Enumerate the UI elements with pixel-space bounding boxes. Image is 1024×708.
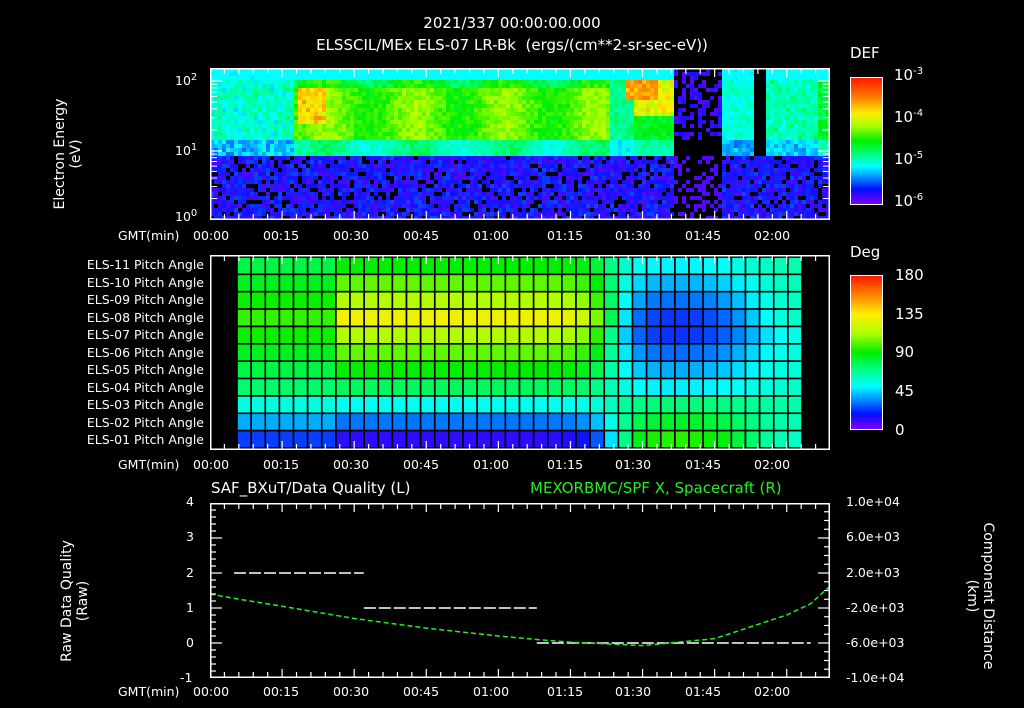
- time-tick: 00:30: [333, 228, 370, 243]
- time-axis-label: GMT(min): [118, 228, 180, 243]
- row-label: ELS-01 Pitch Angle: [86, 432, 204, 447]
- row-label: ELS-11 Pitch Angle: [86, 257, 204, 272]
- time-axis-2: GMT(min) 00:00 00:15 00:30 00:45 01:00 0…: [0, 457, 1024, 473]
- left-axis-title: Raw Data Quality: [59, 540, 75, 662]
- time-tick: 00:15: [263, 457, 300, 472]
- row-label: ELS-05 Pitch Angle: [86, 362, 204, 377]
- def-tick-1e-3: 10-3: [894, 66, 924, 84]
- row-label: ELS-04 Pitch Angle: [86, 379, 204, 395]
- right-ytick: 2.0e+03: [846, 565, 900, 580]
- time-tick: 00:15: [263, 228, 300, 243]
- time-tick: 01:15: [547, 457, 584, 472]
- time-tick: 01:15: [547, 228, 584, 243]
- time-tick: 00:45: [403, 228, 440, 243]
- row-label: ELS-07 Pitch Angle: [86, 327, 204, 342]
- left-ytick: 2: [186, 565, 194, 580]
- time-axis-1: GMT(min) 00:00 00:15 00:30 00:45 01:00 0…: [0, 228, 1024, 244]
- plot-subtitle: ELSSCIL/MEx ELS-07 LR-Bk (ergs/(cm**2-sr…: [316, 36, 708, 54]
- right-ytick: 6.0e+03: [846, 529, 900, 544]
- deg-colorbar-title: Deg: [850, 243, 881, 261]
- def-tick-1e-5: 10-5: [894, 150, 924, 168]
- left-ytick: -1: [180, 670, 193, 685]
- time-tick: 01:45: [685, 457, 722, 472]
- line-plot: [210, 503, 830, 678]
- time-tick: 00:45: [403, 684, 440, 699]
- right-ytick: -1.0e+04: [846, 670, 905, 685]
- deg-colorbar: [850, 275, 883, 430]
- row-label: ELS-08 Pitch Angle: [86, 309, 204, 325]
- left-series-title: SAF_BXuT/Data Quality (L): [211, 479, 411, 497]
- left-ytick: 4: [186, 494, 194, 509]
- deg-tick: 135: [895, 305, 924, 323]
- energy-axis-title: Electron Energy: [52, 98, 68, 210]
- right-ytick: -6.0e+03: [846, 635, 905, 650]
- energy-spectrogram: [210, 68, 830, 220]
- time-tick: 01:45: [685, 228, 722, 243]
- time-tick: 01:30: [615, 684, 652, 699]
- left-ytick: 3: [186, 529, 194, 544]
- right-ytick: -2.0e+03: [846, 600, 905, 615]
- pitch-angle-heatmap: [210, 255, 830, 450]
- def-colorbar-title: DEF: [850, 44, 880, 62]
- left-axis-unit: (Raw): [75, 580, 91, 622]
- time-axis-label: GMT(min): [118, 457, 180, 472]
- right-ytick: 1.0e+04: [846, 494, 900, 509]
- pitch-angle-row-labels: ELS-11 Pitch Angle ELS-10 Pitch Angle EL…: [40, 257, 204, 450]
- energy-axis-label: Electron Energy (eV): [52, 84, 84, 224]
- left-ytick: 1: [186, 600, 194, 615]
- right-series-title: MEXORBMC/SPF X, Spacecraft (R): [530, 479, 782, 497]
- row-label: ELS-03 Pitch Angle: [86, 397, 204, 412]
- right-axis-unit: (km): [964, 579, 980, 613]
- time-tick: 01:00: [473, 457, 510, 472]
- plot-time-title: 2021/337 00:00:00.000: [423, 14, 601, 32]
- time-axis-label: GMT(min): [118, 684, 180, 699]
- time-tick: 00:00: [193, 684, 230, 699]
- def-tick-1e-6: 10-6: [894, 192, 924, 210]
- time-tick: 01:30: [615, 228, 652, 243]
- time-tick: 02:00: [754, 684, 791, 699]
- row-label: ELS-09 Pitch Angle: [86, 292, 204, 307]
- time-axis-3: GMT(min) 00:00 00:15 00:30 00:45 01:00 0…: [0, 684, 1024, 700]
- time-tick: 01:30: [615, 457, 652, 472]
- left-axis-label: Raw Data Quality (Raw): [59, 531, 91, 671]
- def-tick-1e-4: 10-4: [894, 108, 924, 126]
- row-label: ELS-06 Pitch Angle: [86, 344, 204, 360]
- time-tick: 00:00: [193, 457, 230, 472]
- time-tick: 02:00: [754, 228, 791, 243]
- deg-tick: 90: [895, 343, 915, 361]
- ytick-10e1: 101: [175, 142, 198, 159]
- time-tick: 00:45: [403, 457, 440, 472]
- time-tick: 00:30: [333, 684, 370, 699]
- time-tick: 00:00: [193, 228, 230, 243]
- row-label: ELS-02 Pitch Angle: [86, 414, 204, 430]
- deg-tick: 0: [895, 421, 905, 439]
- time-tick: 00:30: [333, 457, 370, 472]
- def-colorbar: [850, 77, 883, 205]
- right-axis-label: Component Distance (km): [964, 516, 996, 676]
- deg-tick: 45: [895, 382, 915, 400]
- deg-tick: 180: [895, 266, 924, 284]
- time-tick: 01:00: [473, 228, 510, 243]
- time-tick: 01:45: [685, 684, 722, 699]
- time-tick: 00:15: [263, 684, 300, 699]
- energy-axis-unit: (eV): [68, 139, 84, 169]
- time-tick: 01:00: [473, 684, 510, 699]
- row-label: ELS-10 Pitch Angle: [86, 274, 204, 290]
- time-tick: 01:15: [547, 684, 584, 699]
- time-tick: 02:00: [754, 457, 791, 472]
- right-axis-title: Component Distance: [980, 522, 996, 670]
- ytick-10e2: 102: [175, 72, 198, 89]
- left-ytick: 0: [186, 635, 194, 650]
- ytick-10e0: 100: [175, 208, 198, 225]
